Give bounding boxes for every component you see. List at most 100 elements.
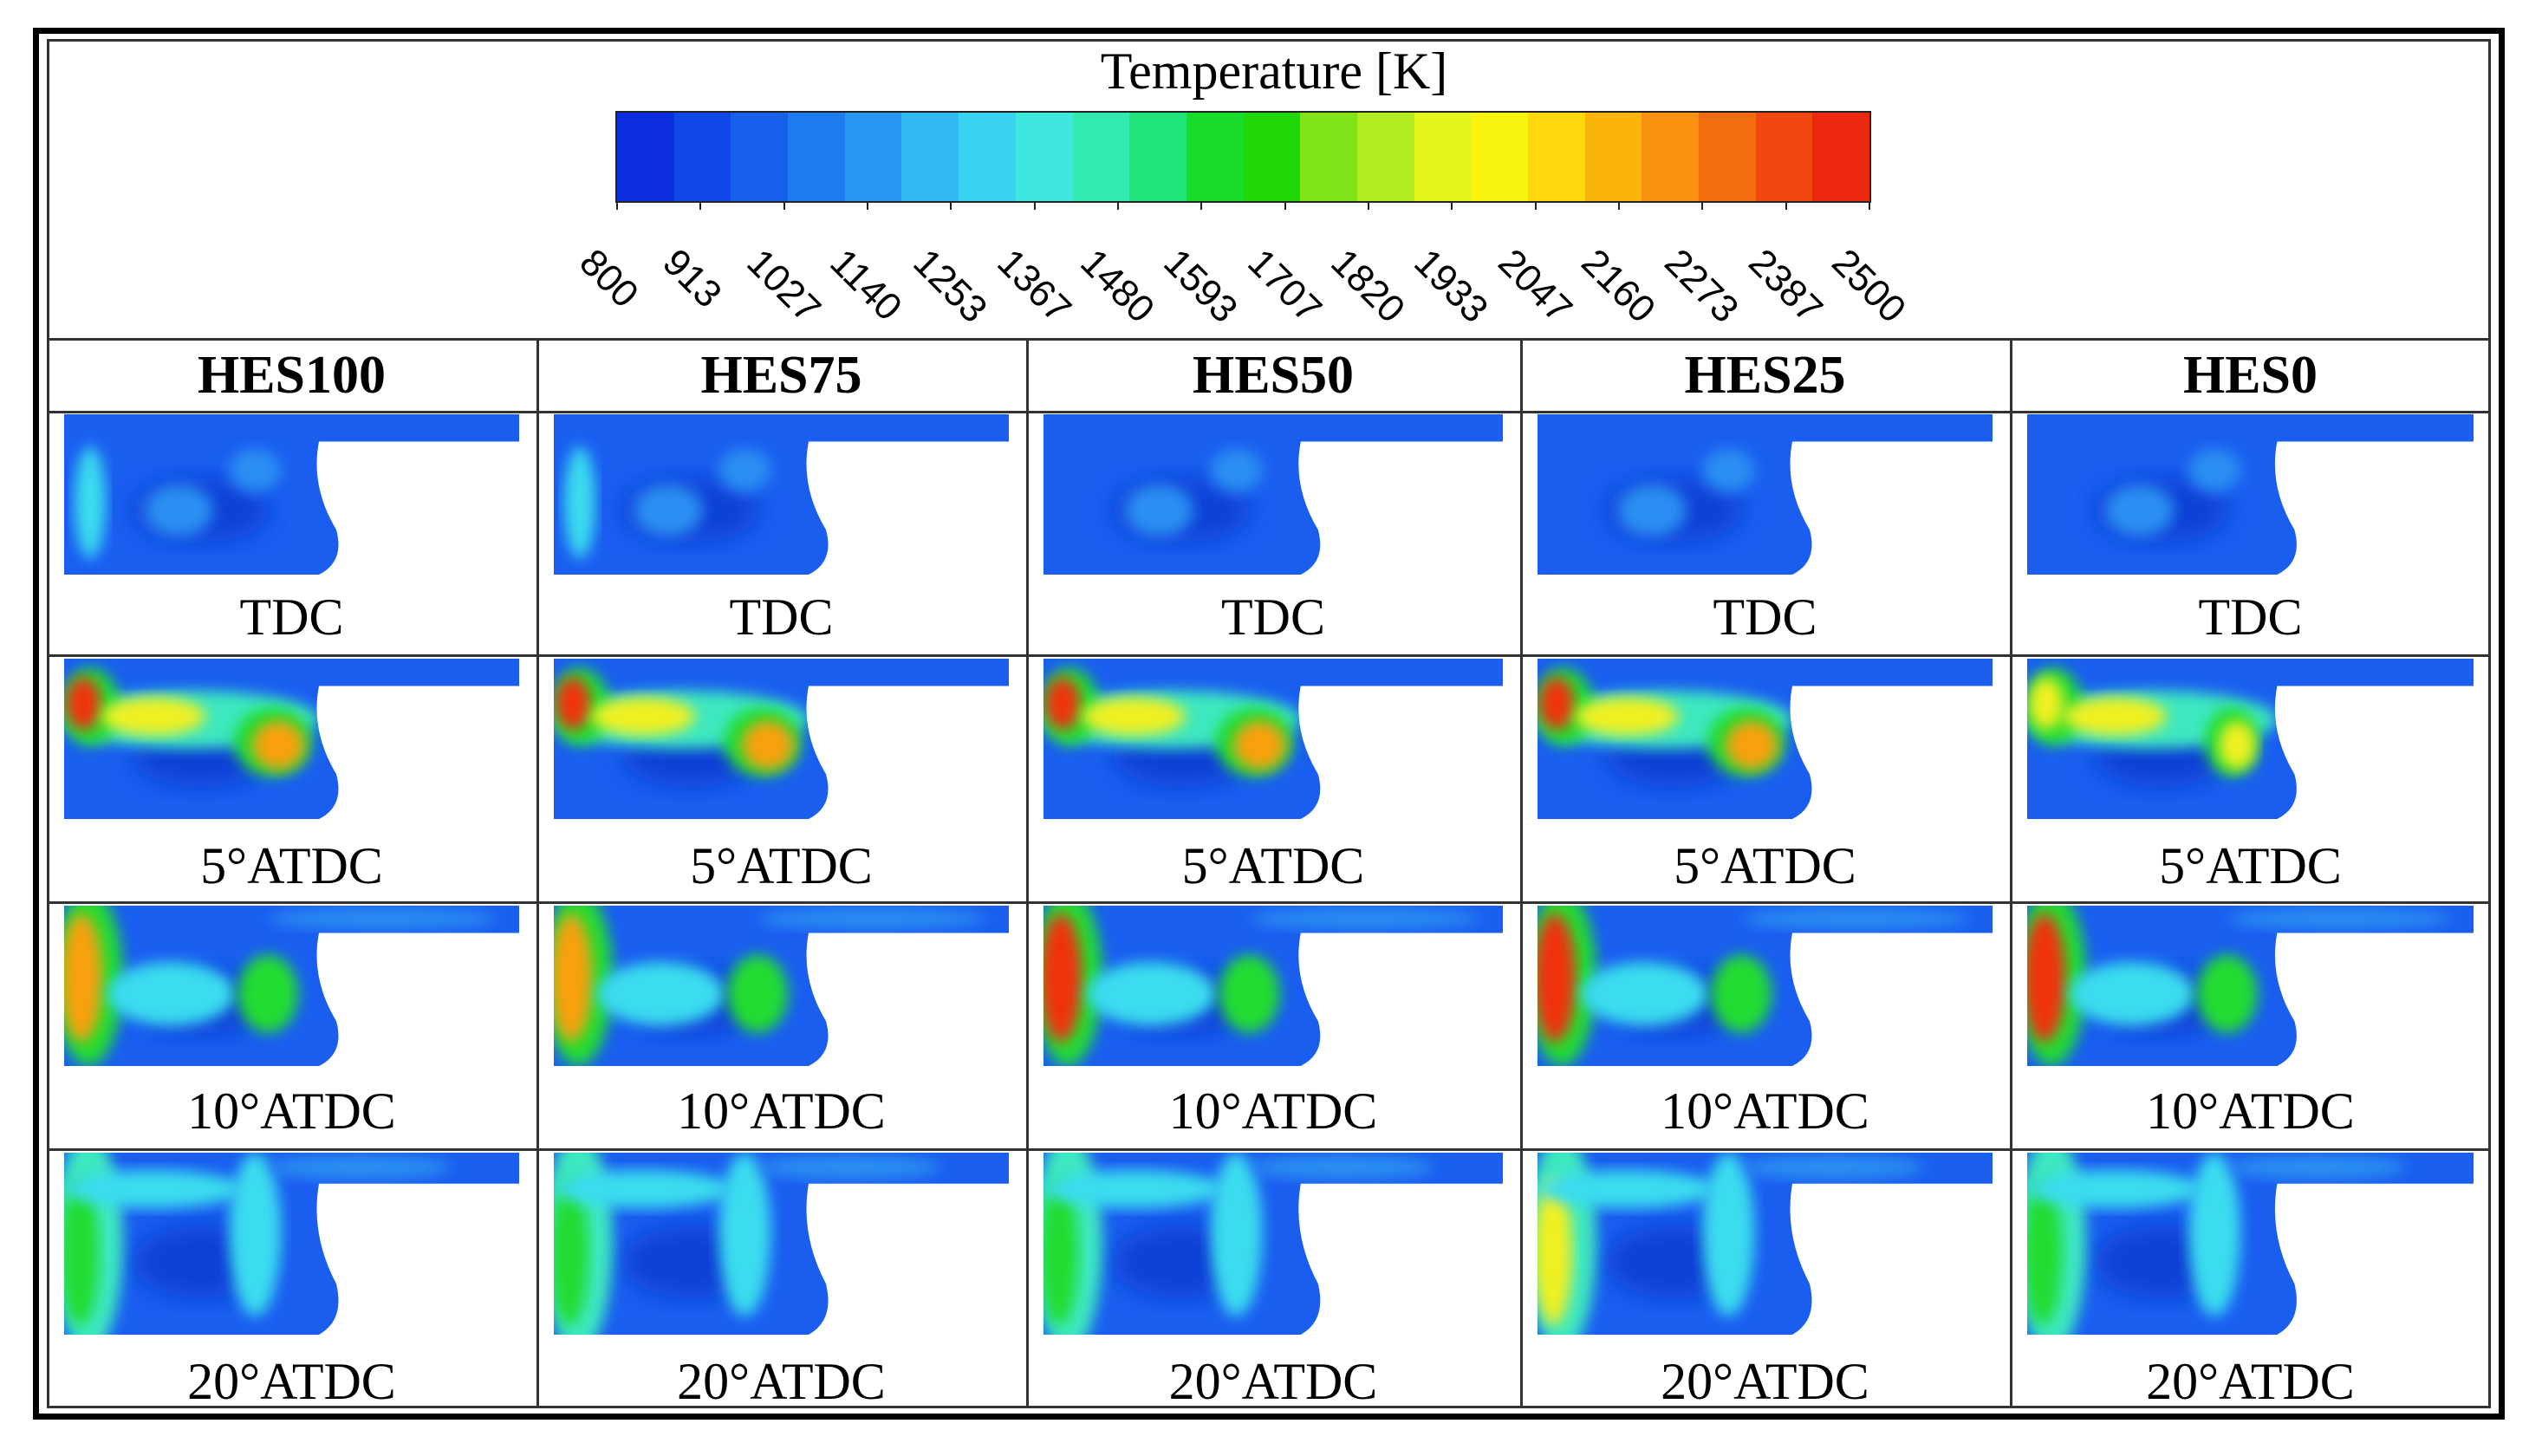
colorbar-tick bbox=[1284, 201, 1286, 210]
grid-line bbox=[536, 338, 539, 1408]
temperature-region bbox=[554, 913, 592, 1043]
temperature-contour-plot bbox=[1043, 414, 1503, 575]
crank-angle-label: TDC bbox=[729, 588, 834, 646]
temperature-contour-plot bbox=[1538, 414, 1993, 575]
temperature-region bbox=[2227, 1154, 2407, 1180]
temperature-region bbox=[1574, 697, 1679, 736]
colorbar-tick bbox=[1618, 201, 1620, 210]
temperature-region bbox=[101, 697, 205, 736]
temperature-region bbox=[64, 913, 102, 1043]
column-header-hes100: HES100 bbox=[197, 346, 387, 405]
colorbar-tick bbox=[1534, 201, 1537, 210]
column-header-hes0: HES0 bbox=[2182, 346, 2318, 405]
temperature-region bbox=[269, 1154, 452, 1180]
temperature-region bbox=[718, 448, 771, 492]
temperature-region bbox=[2104, 484, 2175, 536]
temperature-region bbox=[2196, 954, 2258, 1033]
temperature-region bbox=[556, 677, 590, 730]
crank-angle-label: 5°ATDC bbox=[200, 837, 383, 894]
crank-angle-label: 10°ATDC bbox=[1168, 1082, 1378, 1140]
colorbar-segment bbox=[1072, 113, 1130, 201]
temperature-region bbox=[64, 1170, 243, 1208]
temperature-region bbox=[1702, 448, 1755, 492]
temperature-region bbox=[1043, 1180, 1078, 1326]
crank-angle-label: 20°ATDC bbox=[187, 1353, 396, 1410]
temperature-contour-plot bbox=[554, 659, 1009, 819]
temperature-contour-plot bbox=[2027, 906, 2474, 1066]
temperature-contour-plot bbox=[554, 414, 1009, 575]
temperature-region bbox=[1538, 1170, 1716, 1208]
temperature-contour-plot bbox=[1538, 906, 1993, 1066]
temperature-colorbar bbox=[615, 111, 1871, 203]
temperature-region bbox=[1538, 1180, 1572, 1326]
legend-title: Temperature [K] bbox=[1100, 42, 1448, 100]
colorbar-tick bbox=[1117, 201, 1119, 210]
temperature-region bbox=[229, 1153, 282, 1316]
temperature-region bbox=[1081, 697, 1186, 736]
temperature-region bbox=[1702, 1153, 1755, 1316]
crank-angle-label: 20°ATDC bbox=[2146, 1353, 2355, 1410]
temperature-contour-plot bbox=[1538, 1153, 1993, 1335]
temperature-region bbox=[1742, 907, 1970, 929]
colorbar-segment bbox=[1129, 113, 1186, 201]
temperature-region bbox=[1539, 677, 1574, 730]
grid-line bbox=[2010, 338, 2012, 1408]
colorbar-tick bbox=[1368, 201, 1369, 210]
column-header-hes25: HES25 bbox=[1684, 346, 1846, 405]
colorbar-segment bbox=[731, 113, 789, 201]
colorbar-tick bbox=[699, 201, 702, 210]
temperature-region bbox=[741, 720, 794, 770]
temperature-region bbox=[758, 907, 986, 929]
colorbar-tick bbox=[1200, 201, 1203, 210]
temperature-region bbox=[2227, 907, 2452, 929]
temperature-region bbox=[1219, 954, 1280, 1033]
colorbar-segment bbox=[1471, 113, 1528, 201]
crank-angle-label: 5°ATDC bbox=[2159, 837, 2342, 894]
temperature-region bbox=[596, 961, 725, 1026]
temperature-contour-plot bbox=[2027, 414, 2474, 575]
crank-angle-label: 10°ATDC bbox=[2146, 1082, 2355, 1140]
grid-line bbox=[47, 901, 2491, 904]
temperature-region bbox=[269, 907, 497, 929]
colorbar-segment bbox=[673, 113, 731, 201]
crank-angle-label: 10°ATDC bbox=[1661, 1082, 1869, 1140]
temperature-region bbox=[1233, 720, 1286, 770]
temperature-region bbox=[2188, 1153, 2241, 1316]
temperature-region bbox=[64, 1180, 99, 1326]
temperature-region bbox=[1043, 913, 1082, 1043]
temperature-region bbox=[2029, 677, 2064, 730]
crank-angle-label: 5°ATDC bbox=[690, 837, 873, 894]
temperature-region bbox=[2062, 697, 2167, 736]
crank-angle-label: 5°ATDC bbox=[1674, 837, 1856, 894]
temperature-region bbox=[107, 961, 235, 1026]
crank-angle-label: TDC bbox=[1221, 588, 1325, 646]
temperature-region bbox=[1538, 913, 1576, 1043]
crank-angle-label: TDC bbox=[1713, 588, 1817, 646]
temperature-contour-plot bbox=[554, 1153, 1009, 1335]
temperature-contour-plot bbox=[64, 659, 519, 819]
temperature-contour-plot bbox=[64, 414, 519, 575]
crank-angle-label: 5°ATDC bbox=[1181, 837, 1365, 894]
temperature-region bbox=[590, 697, 695, 736]
temperature-region bbox=[554, 1180, 588, 1326]
temperature-contour-plot bbox=[1043, 1153, 1503, 1335]
colorbar-segment bbox=[901, 113, 959, 201]
temperature-region bbox=[75, 446, 106, 559]
temperature-region bbox=[718, 1153, 771, 1316]
temperature-contour-plot bbox=[64, 1153, 519, 1335]
temperature-region bbox=[251, 720, 304, 770]
crank-angle-label: 20°ATDC bbox=[677, 1353, 886, 1410]
temperature-region bbox=[1087, 961, 1216, 1026]
temperature-region bbox=[1617, 484, 1687, 536]
crank-angle-label: TDC bbox=[239, 588, 344, 646]
temperature-contour-plot bbox=[2027, 659, 2474, 819]
temperature-region bbox=[229, 448, 282, 492]
crank-angle-label: 10°ATDC bbox=[187, 1082, 396, 1140]
colorbar-segment bbox=[1300, 113, 1357, 201]
colorbar-segment bbox=[1015, 113, 1073, 201]
temperature-region bbox=[2219, 720, 2256, 770]
temperature-region bbox=[1210, 448, 1263, 492]
colorbar-segment bbox=[1755, 113, 1813, 201]
temperature-region bbox=[66, 677, 101, 730]
grid-line bbox=[47, 1148, 2491, 1151]
